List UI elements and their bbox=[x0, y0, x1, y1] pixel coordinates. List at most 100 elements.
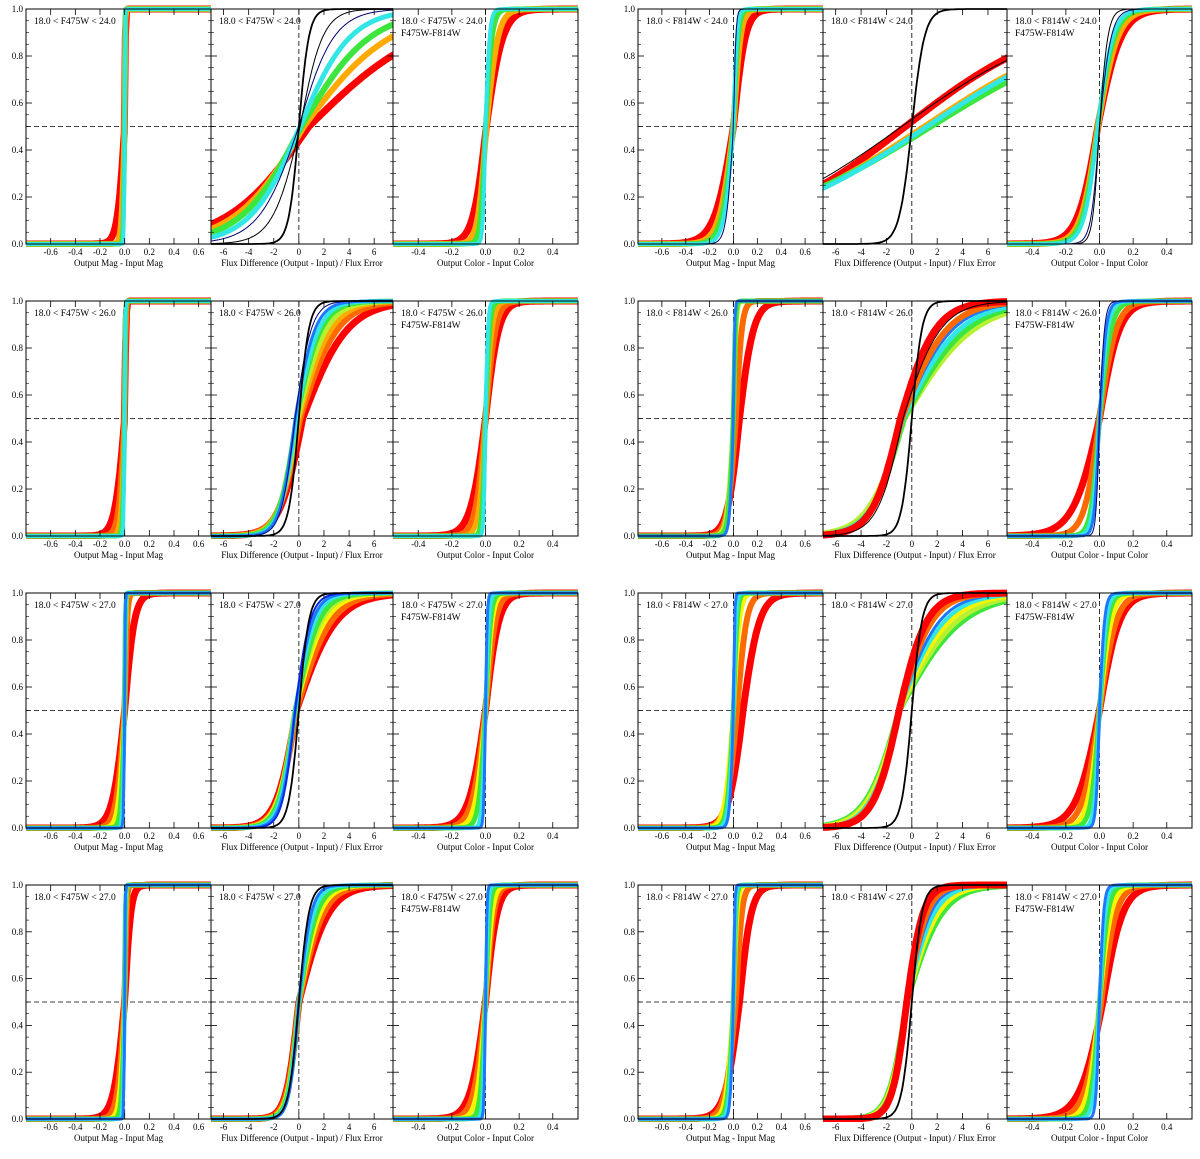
y-tick-label: 0.4 bbox=[12, 145, 24, 155]
panel-range-label: 18.0 < F475W < 24.0 bbox=[401, 17, 483, 27]
panel-range-label: 18.0 < F475W < 27.0 bbox=[401, 601, 483, 611]
y-tick-label: 0.6 bbox=[624, 682, 636, 692]
x-tick-label: -0.6 bbox=[44, 247, 59, 257]
panel-range-label: 18.0 < F475W < 26.0 bbox=[219, 309, 301, 319]
x-tick-label: -6 bbox=[832, 539, 840, 549]
series-line-5 bbox=[211, 8, 393, 245]
x-axis-title: Output Mag - Input Mag bbox=[74, 1133, 163, 1143]
x-tick-label: 6 bbox=[986, 1122, 991, 1132]
x-tick-label: -4 bbox=[857, 247, 865, 257]
y-tick-label: 0.0 bbox=[12, 239, 24, 249]
x-tick-label: -6 bbox=[220, 831, 228, 841]
plot-panel-left-2-color: -0.4 -0.2 0.0 0.2 0.4 Output Color - Input Co… bbox=[392, 297, 579, 560]
x-tick-label: 4 bbox=[960, 539, 965, 549]
x-axis-title: Flux Difference (Output - Input) / Flux … bbox=[834, 258, 996, 268]
series-line-1 bbox=[211, 299, 393, 539]
x-tick-label: 0.2 bbox=[1128, 247, 1139, 257]
x-axis-title: Output Mag - Input Mag bbox=[74, 550, 163, 560]
x-tick-label: 2 bbox=[322, 539, 327, 549]
x-tick-label: 4 bbox=[960, 831, 965, 841]
x-tick-label: -0.6 bbox=[655, 1122, 670, 1132]
x-tick-label: 0.2 bbox=[1128, 539, 1139, 549]
x-tick-label: -0.2 bbox=[1059, 539, 1073, 549]
x-tick-label: 0.0 bbox=[1094, 1122, 1106, 1132]
x-tick-label: 6 bbox=[986, 539, 991, 549]
panel-range-label: 18.0 < F814W < 27.0 bbox=[646, 893, 728, 903]
x-tick-label: 0.2 bbox=[514, 831, 525, 841]
panel-range-label: 18.0 < F814W < 24.0 bbox=[1015, 17, 1097, 27]
x-tick-label: 0.0 bbox=[480, 539, 492, 549]
x-tick-label: 0.0 bbox=[1094, 831, 1106, 841]
x-axis-title: Output Color - Input Color bbox=[1051, 550, 1148, 560]
x-axis-title: Output Mag - Input Mag bbox=[686, 550, 775, 560]
x-tick-label: 0.4 bbox=[168, 247, 180, 257]
x-tick-label: -0.6 bbox=[655, 539, 670, 549]
x-tick-label: 0.0 bbox=[728, 539, 740, 549]
series-group bbox=[823, 298, 1007, 539]
x-tick-label: 4 bbox=[347, 831, 352, 841]
x-tick-label: -0.2 bbox=[445, 539, 459, 549]
x-tick-label: 0 bbox=[910, 1122, 915, 1132]
y-tick-label: 0.0 bbox=[624, 239, 636, 249]
x-tick-label: 0.2 bbox=[514, 539, 525, 549]
plot-panel-left-2-mag: -0.6 -0.4 -0.2 0.0 0.2 0.4 0.6 Output Mag - Inp… bbox=[12, 296, 212, 560]
series-line-0 bbox=[211, 51, 393, 228]
x-tick-label: -0.4 bbox=[68, 1122, 83, 1132]
y-tick-label: 0.6 bbox=[12, 682, 24, 692]
x-tick-label: -0.4 bbox=[411, 539, 426, 549]
x-tick-label: 0.2 bbox=[514, 247, 525, 257]
y-tick-label: 1.0 bbox=[624, 4, 636, 14]
panel-range-label: 18.0 < F814W < 26.0 bbox=[1015, 309, 1097, 319]
x-tick-label: -0.2 bbox=[93, 1122, 107, 1132]
y-tick-label: 0.6 bbox=[624, 390, 636, 400]
plot-panel-right-2-mag: -0.6 -0.4 -0.2 0.0 0.2 0.4 0.6 Output Mag - Inp… bbox=[624, 296, 824, 560]
x-tick-label: 0.0 bbox=[1094, 539, 1106, 549]
x-tick-label: -2 bbox=[270, 247, 278, 257]
x-tick-label: 6 bbox=[372, 539, 377, 549]
panel-color-label: F475W-F814W bbox=[1015, 29, 1075, 39]
y-tick-label: 1.0 bbox=[624, 880, 636, 890]
x-tick-label: 4 bbox=[960, 247, 965, 257]
x-tick-label: -0.2 bbox=[93, 539, 107, 549]
y-tick-label: 0.8 bbox=[12, 51, 24, 61]
x-tick-label: 0.2 bbox=[752, 831, 763, 841]
y-tick-label: 0.4 bbox=[12, 729, 24, 739]
x-tick-label: -0.2 bbox=[1059, 1122, 1073, 1132]
x-tick-label: -0.4 bbox=[679, 1122, 694, 1132]
x-tick-label: -0.2 bbox=[702, 247, 716, 257]
x-tick-label: 2 bbox=[935, 831, 940, 841]
x-tick-label: 0.6 bbox=[799, 247, 811, 257]
x-tick-label: 2 bbox=[322, 1122, 327, 1132]
y-tick-label: 0.6 bbox=[624, 98, 636, 108]
x-tick-label: 0.0 bbox=[119, 1122, 131, 1132]
x-tick-label: -4 bbox=[245, 539, 253, 549]
x-tick-label: 0.0 bbox=[728, 247, 740, 257]
y-tick-label: 0.4 bbox=[624, 437, 636, 447]
x-axis-title: Output Mag - Input Mag bbox=[686, 258, 775, 268]
x-axis-title: Output Color - Input Color bbox=[1051, 258, 1148, 268]
y-tick-label: 0.8 bbox=[624, 343, 636, 353]
x-axis-title: Output Mag - Input Mag bbox=[74, 842, 163, 852]
x-tick-label: 0.0 bbox=[480, 247, 492, 257]
plot-panel-right-1-mag: -0.6 -0.4 -0.2 0.0 0.2 0.4 0.6 Output Mag - Inp… bbox=[624, 4, 824, 268]
x-tick-label: -4 bbox=[857, 1122, 865, 1132]
y-tick-label: 0.0 bbox=[624, 823, 636, 833]
x-tick-label: 4 bbox=[347, 1122, 352, 1132]
y-tick-label: 0.4 bbox=[12, 437, 24, 447]
y-tick-label: 0.0 bbox=[624, 1114, 636, 1124]
y-tick-label: 0.2 bbox=[624, 192, 635, 202]
y-tick-label: 0.2 bbox=[12, 776, 23, 786]
x-tick-label: -2 bbox=[883, 539, 891, 549]
series-line-3 bbox=[211, 12, 393, 240]
y-tick-label: 0.8 bbox=[624, 635, 636, 645]
x-tick-label: 2 bbox=[322, 831, 327, 841]
x-tick-label: 0.6 bbox=[193, 539, 205, 549]
x-tick-label: 0.2 bbox=[144, 831, 155, 841]
series-line-1 bbox=[211, 33, 393, 233]
series-line-1 bbox=[823, 307, 1007, 537]
